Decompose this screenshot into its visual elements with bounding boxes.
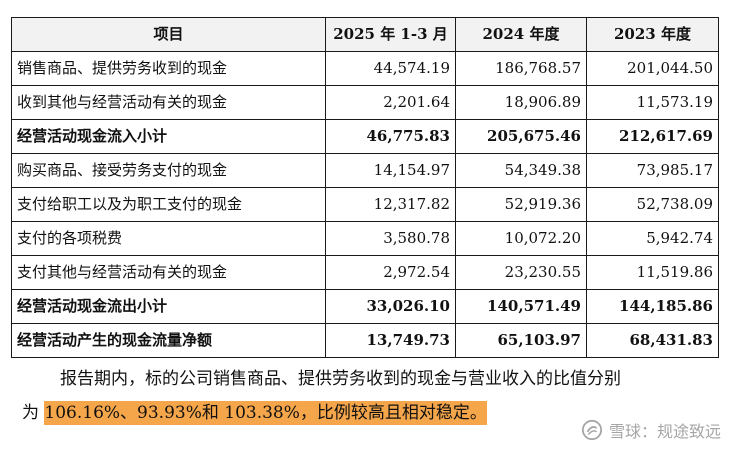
table-row: 购买商品、接受劳务支付的现金 14,154.97 54,349.38 73,985.1… bbox=[11, 153, 719, 188]
row-label: 经营活动现金流出小计 bbox=[11, 289, 326, 324]
row-label: 支付其他与经营活动有关的现金 bbox=[11, 255, 326, 290]
value-2024: 186,768.57 bbox=[455, 51, 587, 86]
value-2023: 68,431.83 bbox=[586, 323, 719, 358]
value-2023: 212,617.69 bbox=[586, 119, 719, 154]
row-label: 支付给职工以及为职工支付的现金 bbox=[11, 187, 326, 222]
row-label: 购买商品、接受劳务支付的现金 bbox=[11, 153, 326, 188]
paragraph-line-2: 为 106.16%、93.93%和 103.38%，比例较高且相对稳定。 bbox=[0, 396, 735, 430]
value-2025q1: 2,201.64 bbox=[325, 85, 456, 120]
row-label: 经营活动产生的现金流量净额 bbox=[11, 323, 326, 358]
value-2023: 11,573.19 bbox=[586, 85, 719, 120]
value-2024: 140,571.49 bbox=[455, 289, 587, 324]
value-2025q1: 33,026.10 bbox=[325, 289, 456, 324]
highlighted-ratio-text: 106.16%、93.93%和 103.38%，比例较高且相对稳定。 bbox=[44, 401, 487, 425]
value-2023: 52,738.09 bbox=[586, 187, 719, 222]
analysis-paragraph: 报告期内，标的公司销售商品、提供劳务收到的现金与营业收入的比值分别 为 106.… bbox=[0, 362, 735, 430]
value-2025q1: 13,749.73 bbox=[325, 323, 456, 358]
table-row: 经营活动现金流出小计 33,026.10 140,571.49 144,185.86 bbox=[11, 289, 719, 324]
snowball-logo-icon bbox=[581, 419, 603, 441]
value-2023: 11,519.86 bbox=[586, 255, 719, 290]
watermark-text: 雪球：规途致远 bbox=[608, 422, 721, 441]
value-2023: 5,942.74 bbox=[586, 221, 719, 256]
value-2025q1: 46,775.83 bbox=[325, 119, 456, 154]
table-header-row: 项目 2025 年 1-3 月 2024 年度 2023 年度 bbox=[11, 17, 719, 52]
value-2023: 201,044.50 bbox=[586, 51, 719, 86]
value-2025q1: 14,154.97 bbox=[325, 153, 456, 188]
cash-flow-table: 项目 2025 年 1-3 月 2024 年度 2023 年度 销售商品、提供劳… bbox=[11, 17, 719, 358]
value-2024: 54,349.38 bbox=[455, 153, 587, 188]
table-row: 经营活动现金流入小计 46,775.83 205,675.46 212,617.69 bbox=[11, 119, 719, 154]
watermark: 雪球：规途致远 bbox=[581, 413, 721, 447]
value-2025q1: 3,580.78 bbox=[325, 221, 456, 256]
row-label: 经营活动现金流入小计 bbox=[11, 119, 326, 154]
row-label: 销售商品、提供劳务收到的现金 bbox=[11, 51, 326, 86]
row-label: 收到其他与经营活动有关的现金 bbox=[11, 85, 326, 120]
value-2024: 52,919.36 bbox=[455, 187, 587, 222]
value-2024: 205,675.46 bbox=[455, 119, 587, 154]
header-2024: 2024 年度 bbox=[455, 17, 587, 52]
table-row: 销售商品、提供劳务收到的现金 44,574.19 186,768.57 201,044… bbox=[11, 51, 719, 86]
value-2023: 73,985.17 bbox=[586, 153, 719, 188]
header-2023: 2023 年度 bbox=[586, 17, 719, 52]
table-row: 收到其他与经营活动有关的现金 2,201.64 18,906.89 11,573.19 bbox=[11, 85, 719, 120]
table-row: 经营活动产生的现金流量净额 13,749.73 65,103.97 68,431.83 bbox=[11, 323, 719, 358]
value-2024: 23,230.55 bbox=[455, 255, 587, 290]
value-2025q1: 44,574.19 bbox=[325, 51, 456, 86]
table-row: 支付给职工以及为职工支付的现金 12,317.82 52,919.36 52,738.… bbox=[11, 187, 719, 222]
row-label: 支付的各项税费 bbox=[11, 221, 326, 256]
paragraph-line-2-prefix: 为 bbox=[22, 403, 45, 423]
value-2024: 65,103.97 bbox=[455, 323, 587, 358]
paragraph-line-1: 报告期内，标的公司销售商品、提供劳务收到的现金与营业收入的比值分别 bbox=[60, 369, 621, 389]
header-item: 项目 bbox=[11, 17, 326, 52]
value-2024: 10,072.20 bbox=[455, 221, 587, 256]
value-2023: 144,185.86 bbox=[586, 289, 719, 324]
header-2025q1: 2025 年 1-3 月 bbox=[325, 17, 456, 52]
table-row: 支付其他与经营活动有关的现金 2,972.54 23,230.55 11,519.86 bbox=[11, 255, 719, 290]
value-2025q1: 2,972.54 bbox=[325, 255, 456, 290]
table-row: 支付的各项税费 3,580.78 10,072.20 5,942.74 bbox=[11, 221, 719, 256]
value-2025q1: 12,317.82 bbox=[325, 187, 456, 222]
value-2024: 18,906.89 bbox=[455, 85, 587, 120]
